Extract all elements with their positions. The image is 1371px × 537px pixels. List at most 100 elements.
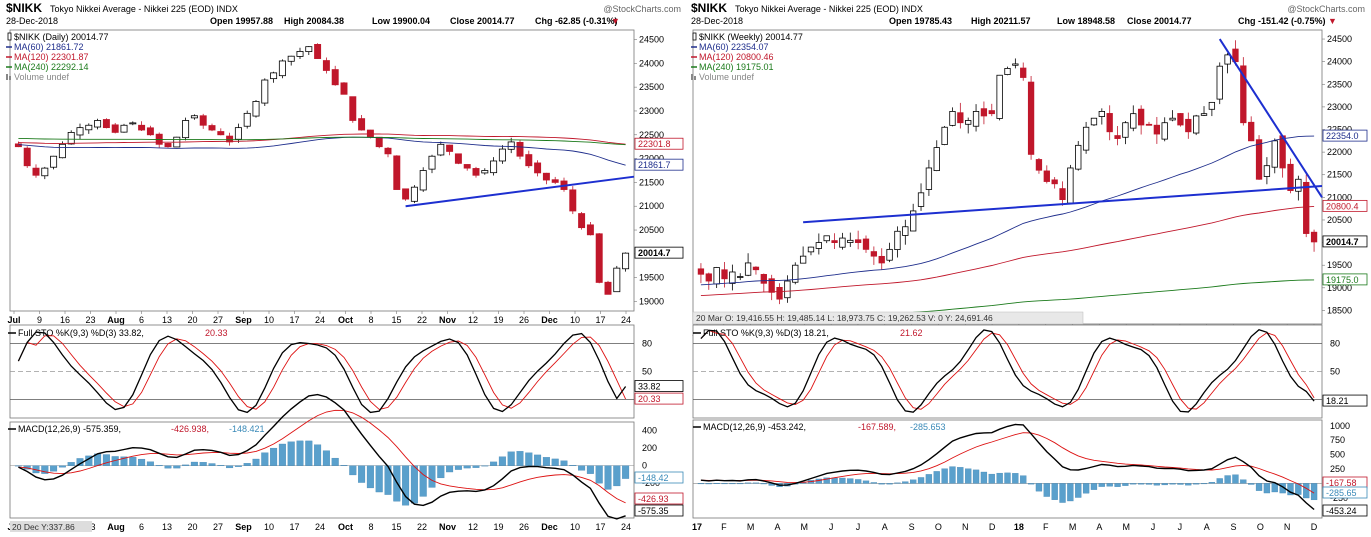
bottom-x-axis-label: M — [1122, 522, 1130, 532]
legend-entry: MA(240) 22292.14 — [14, 62, 89, 72]
candle-body — [721, 269, 728, 280]
macd-histogram-bar — [226, 465, 234, 469]
candle-body — [792, 264, 799, 283]
stockcharts-watermark: @StockCharts.com — [1287, 4, 1365, 14]
macd-histogram-bar — [1255, 483, 1263, 491]
candle-body — [305, 46, 313, 53]
macd-histogram-bar — [322, 450, 330, 466]
candle-body — [1137, 108, 1145, 126]
chart-symbol: $NIKK — [6, 1, 42, 15]
price-flag — [1322, 199, 1368, 212]
x-axis-label: 26 — [519, 315, 529, 325]
candle-body — [41, 167, 49, 177]
quote-change: Chg -62.85 (-0.31%) — [535, 16, 618, 26]
macd-histogram-bar — [366, 465, 374, 489]
candle-body — [1122, 122, 1129, 138]
candle-body — [604, 281, 612, 295]
macd-flag-label: -575.35 — [638, 506, 669, 516]
sto-d-line — [700, 329, 1315, 410]
macd-histogram-bar — [437, 465, 445, 479]
candle-body — [472, 168, 480, 176]
candle-body — [146, 127, 154, 136]
x-axis-label: 9 — [37, 315, 42, 325]
sto-flag — [634, 380, 684, 392]
quote-high: High 20084.38 — [284, 16, 344, 26]
bottom-x-axis-label: 24 — [621, 522, 631, 532]
price-axis-label: 19000 — [1327, 283, 1352, 293]
x-axis-label: 27 — [213, 315, 223, 325]
legend-candle-icon — [7, 32, 12, 41]
candle-body — [878, 255, 885, 264]
candle-body — [1090, 117, 1098, 126]
legend-entry: MA(240) 19175.01 — [699, 62, 774, 72]
macd-histogram-bar — [595, 465, 603, 484]
macd-histogram-bar — [402, 465, 410, 506]
macd-histogram-bar — [1263, 483, 1271, 494]
moving-average-line — [18, 133, 626, 145]
candle-body — [902, 226, 909, 236]
candle-body — [481, 170, 489, 174]
macd-histogram-bar — [146, 461, 154, 466]
candle-body — [534, 162, 542, 174]
macd-histogram-bar — [375, 465, 383, 493]
price-flag-label: 21861.7 — [638, 160, 671, 170]
sto-flag — [1322, 394, 1368, 407]
x-axis-label: 24 — [621, 315, 631, 325]
candle-body — [776, 286, 783, 300]
chart-title: Tokyo Nikkei Average - Nikkei 225 (EOD) … — [735, 4, 923, 14]
macd-histogram-bar — [752, 482, 760, 484]
candle-body — [50, 155, 58, 168]
sto-flag — [634, 392, 684, 405]
candle-body — [32, 167, 40, 176]
price-flag — [634, 137, 684, 150]
macd-flag — [634, 471, 684, 484]
macd-histogram-bar — [894, 482, 901, 484]
candle-body — [823, 235, 830, 242]
price-axis-label: 22000 — [639, 154, 664, 164]
macd-histogram-bar — [454, 465, 462, 470]
macd-histogram-bar — [886, 483, 893, 485]
weekly-chart-svg: $NIKK Tokyo Nikkei Average - Nikkei 225 (… — [691, 1, 1368, 532]
x-axis-label: Nov — [439, 315, 456, 325]
candle-body — [744, 262, 752, 276]
sto-title: Full STO %K(9,3) %D(3) 33.82, — [18, 328, 144, 338]
macd-histogram-bar — [705, 483, 712, 485]
macd-histogram-bar — [862, 480, 870, 484]
macd-histogram-bar — [760, 483, 767, 485]
quote-high: High 20211.57 — [971, 16, 1031, 26]
x-axis-label: 22 — [417, 315, 427, 325]
price-flag — [1322, 129, 1368, 142]
candle-body — [1271, 140, 1278, 168]
macd-title: MACD(12,26,9) -575.359, — [18, 424, 121, 434]
bottom-x-axis-label: F — [721, 522, 727, 532]
price-axis-label: 19500 — [1327, 260, 1352, 270]
candle-body — [586, 224, 594, 236]
bottom-x-axis-label: D — [1311, 522, 1318, 532]
macd-signal-value: -426.938, — [171, 424, 209, 434]
macd-flag-label: -453.24 — [1326, 506, 1357, 516]
macd-flag-label: -426.93 — [638, 494, 669, 504]
price-axis-label: 22000 — [1327, 147, 1352, 157]
x-axis-label: 8 — [368, 315, 373, 325]
macd-flag-label: -167.58 — [1326, 478, 1357, 488]
macd-histogram-bar — [129, 456, 137, 466]
candle-body — [1185, 118, 1192, 133]
candle-body — [454, 153, 462, 164]
candle-body — [1027, 81, 1035, 155]
candle-body — [862, 238, 870, 250]
macd-histogram-bar — [1051, 483, 1058, 500]
status-bar-readout: 20 Mar O: 19,416.55 H: 19,485.14 L: 18,9… — [696, 313, 993, 323]
macd-histogram-bar — [58, 465, 66, 468]
daily-chart-panel: $NIKK Tokyo Nikkei Average - Nikkei 225 (… — [4, 0, 685, 537]
macd-histogram-bar — [490, 461, 498, 466]
macd-histogram-bar — [1082, 483, 1090, 494]
price-flag — [1322, 273, 1368, 286]
bottom-x-axis-label: 13 — [162, 522, 172, 532]
macd-histogram-bar — [870, 482, 878, 484]
sto-k-line — [700, 328, 1315, 413]
candle-body — [199, 115, 207, 126]
quote-low: Low 18948.58 — [1057, 16, 1115, 26]
candle-body — [1012, 63, 1019, 66]
x-axis-label: 20 — [187, 315, 197, 325]
candle-body — [217, 131, 225, 136]
